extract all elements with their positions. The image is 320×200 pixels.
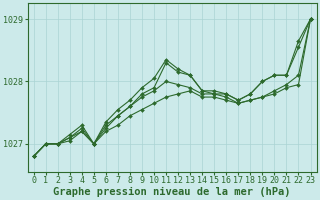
X-axis label: Graphe pression niveau de la mer (hPa): Graphe pression niveau de la mer (hPa) [53, 186, 291, 197]
